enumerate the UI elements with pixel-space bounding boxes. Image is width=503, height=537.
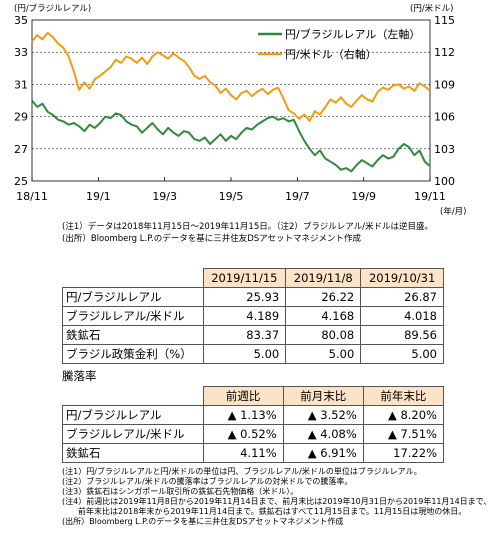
x-tick-label: 19/1: [86, 190, 111, 203]
chart-note-1: (注1）データは2018年11月15日～2019年11月15日。（注2）ブラジル…: [62, 222, 434, 232]
cell-value: 26.22: [285, 287, 362, 307]
row-label: ブラジルレアル/米ドル: [62, 424, 204, 444]
right-axis-unit: (円/米ドル): [410, 3, 454, 14]
change-table-header: 前週比: [202, 386, 284, 406]
price-table-header: 2019/10/31: [360, 268, 444, 288]
cell-value: 26.87: [360, 287, 444, 307]
cell-value: 4.11%: [202, 443, 284, 463]
table-row: 円/ブラジルレアル ▲ 1.13% ▲ 3.52% ▲ 8.20%: [62, 405, 445, 425]
left-axis-unit: (円/ブラジルレアル): [14, 3, 91, 14]
cell-value: ▲ 3.52%: [282, 405, 364, 425]
price-table-corner: [62, 268, 204, 288]
x-tick-label: 18/11: [16, 190, 48, 203]
footnote: (注1）円/ブラジルレアルと円/米ドルの単位は円、ブラジルレアル/米ドルの単位は…: [62, 467, 422, 476]
x-tick-label: 19/3: [152, 190, 177, 203]
table-row: ブラジルレアル/米ドル 4.189 4.168 4.018: [62, 306, 444, 326]
left-tick-label: 27: [14, 143, 28, 156]
cell-value: 17.22%: [362, 443, 445, 463]
price-table-header: 2019/11/8: [285, 268, 362, 288]
change-table-header: 前月末比: [282, 386, 364, 406]
cell-value: ▲ 6.91%: [282, 443, 364, 463]
table-row: 鉄鉱石 4.11% ▲ 6.91% 17.22%: [62, 443, 445, 463]
footnote: 前年末比は2018年末から2019年11月14日まで。鉄鉱石はすべて11月15日…: [62, 507, 467, 516]
right-tick-label: 103: [434, 143, 455, 156]
cell-value: 80.08: [285, 325, 362, 345]
row-label: 鉄鉱石: [62, 325, 204, 345]
footnote: (出所）Bloomberg L.P.のデータを基に三井住友DSアセットマネジメン…: [62, 517, 344, 526]
left-tick-label: 33: [14, 46, 28, 59]
cell-value: ▲ 7.51%: [362, 424, 445, 444]
right-tick-label: 112: [434, 46, 455, 59]
cell-value: 5.00: [360, 344, 444, 364]
footnote: (注2）ブラジルレアル/米ドルの騰落率はブラジルレアルの対米ドルでの騰落率。: [62, 477, 353, 486]
change-table-header: 前年末比: [362, 386, 445, 406]
right-tick-label: 106: [434, 111, 455, 124]
row-label: 円/ブラジルレアル: [62, 405, 204, 425]
legend-label-brl: 円/ブラジルレアル（左軸）: [285, 27, 420, 41]
table-row: ブラジル政策金利（%） 5.00 5.00 5.00: [62, 344, 444, 364]
footnote: (注3）鉄鉱石はシンガポール取引所の鉄鉱石先物価格（米ドル）。: [62, 487, 299, 496]
cell-value: ▲ 0.52%: [202, 424, 284, 444]
series-line-brl: [31, 99, 431, 173]
left-tick-label: 35: [14, 14, 28, 27]
cell-value: 83.37: [202, 325, 287, 345]
left-tick-label: 29: [14, 111, 28, 124]
x-axis-unit: (年/月): [440, 206, 467, 217]
row-label: ブラジルレアル/米ドル: [62, 306, 204, 326]
change-table-corner: [62, 386, 204, 406]
legend: 円/ブラジルレアル（左軸） 円/米ドル（右軸）: [258, 27, 420, 61]
series-line-usd: [31, 31, 431, 122]
cell-value: ▲ 8.20%: [362, 405, 445, 425]
x-tick-label: 19/9: [351, 190, 376, 203]
cell-value: 5.00: [202, 344, 287, 364]
price-table-header: 2019/11/15: [202, 268, 287, 288]
row-label: 鉄鉱石: [62, 443, 204, 463]
cell-value: ▲ 4.08%: [282, 424, 364, 444]
right-tick-label: 100: [434, 175, 455, 188]
left-tick-label: 31: [14, 78, 28, 91]
table-row: 円/ブラジルレアル 25.93 26.22 26.87: [62, 287, 444, 307]
cell-value: 4.018: [360, 306, 444, 326]
change-table-title: 騰落率: [62, 369, 97, 383]
chart-note-2: (出所）Bloomberg L.P.のデータを基に三井住友DSアセットマネジメン…: [62, 234, 361, 244]
table-row: ブラジルレアル/米ドル ▲ 0.52% ▲ 4.08% ▲ 7.51%: [62, 424, 445, 444]
line-chart: 25 27 29 31 33 35 100 103 106 109 112 115 18/11 19/…: [14, 3, 467, 217]
right-tick-label: 115: [434, 14, 455, 27]
left-tick-label: 25: [14, 175, 28, 188]
x-tick-label: 19/11: [414, 190, 446, 203]
x-tick-label: 19/7: [285, 190, 310, 203]
cell-value: 89.56: [360, 325, 444, 345]
cell-value: ▲ 1.13%: [202, 405, 284, 425]
change-table: 前週比 前月末比 前年末比 円/ブラジルレアル ▲ 1.13% ▲ 3.52% …: [62, 386, 445, 463]
table-row: 鉄鉱石 83.37 80.08 89.56: [62, 325, 444, 345]
plot-area: [31, 19, 431, 182]
right-tick-label: 109: [434, 78, 455, 91]
footnote: (注4）前週比は2019年11月8日から2019年11月14日まで、前月末比は2…: [62, 497, 492, 506]
cell-value: 5.00: [285, 344, 362, 364]
row-label: ブラジル政策金利（%）: [62, 344, 204, 364]
row-label: 円/ブラジルレアル: [62, 287, 204, 307]
price-table: 2019/11/15 2019/11/8 2019/10/31 円/ブラジルレア…: [62, 268, 444, 364]
cell-value: 4.189: [202, 306, 287, 326]
cell-value: 25.93: [202, 287, 287, 307]
cell-value: 4.168: [285, 306, 362, 326]
legend-label-usd: 円/米ドル（右軸）: [285, 47, 377, 61]
x-tick-label: 19/5: [219, 190, 244, 203]
